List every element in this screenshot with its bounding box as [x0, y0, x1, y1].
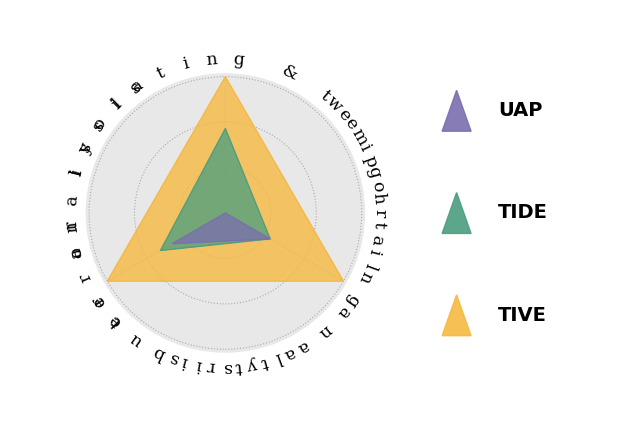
Text: l: l [109, 96, 125, 112]
Text: t: t [234, 358, 242, 375]
Text: r: r [207, 357, 216, 375]
Text: o: o [67, 245, 86, 259]
Text: r: r [76, 270, 95, 284]
Text: m: m [347, 125, 371, 148]
Text: e: e [106, 311, 125, 331]
Text: g: g [364, 164, 384, 180]
Text: r: r [371, 209, 388, 218]
Text: t: t [108, 314, 125, 330]
Text: r: r [63, 221, 81, 230]
Circle shape [86, 74, 364, 352]
Text: i: i [195, 356, 203, 374]
Text: n: n [63, 220, 81, 233]
Text: i: i [180, 353, 190, 371]
Text: s: s [89, 117, 108, 134]
Polygon shape [442, 193, 471, 233]
Text: o: o [90, 115, 110, 133]
Text: r: r [89, 292, 108, 308]
Text: g: g [232, 51, 245, 69]
Text: g: g [342, 291, 362, 309]
Text: n: n [205, 51, 218, 69]
Text: u: u [127, 329, 146, 349]
Text: y: y [247, 355, 259, 374]
Polygon shape [107, 77, 344, 281]
Text: e: e [341, 115, 361, 133]
Text: i: i [356, 141, 374, 153]
Text: TIDE: TIDE [498, 204, 548, 222]
Text: i: i [366, 247, 383, 256]
Text: a: a [367, 233, 386, 247]
Text: UAP: UAP [498, 101, 542, 120]
Text: s: s [128, 78, 145, 97]
Text: i: i [68, 167, 86, 177]
Text: w: w [322, 92, 345, 115]
Text: y: y [76, 141, 95, 156]
Polygon shape [172, 213, 270, 244]
Polygon shape [442, 295, 471, 336]
Text: l: l [361, 260, 379, 271]
Text: l: l [273, 348, 284, 366]
Text: p: p [361, 153, 380, 169]
Text: e: e [334, 105, 354, 124]
Text: n: n [356, 268, 376, 285]
Text: s: s [222, 359, 230, 376]
Text: t: t [370, 221, 387, 229]
Text: a: a [281, 343, 298, 363]
Text: l: l [68, 169, 85, 178]
Text: b: b [151, 343, 168, 363]
Text: a: a [67, 246, 86, 260]
Text: o: o [368, 180, 386, 193]
Text: s: s [167, 348, 181, 368]
Text: a: a [63, 194, 81, 206]
Text: a: a [294, 336, 312, 356]
Text: t: t [259, 353, 270, 371]
Text: h: h [370, 192, 387, 205]
Text: s: s [76, 140, 96, 155]
Text: i: i [108, 97, 124, 112]
Polygon shape [442, 90, 471, 131]
Text: t: t [154, 64, 167, 83]
Text: n: n [315, 321, 334, 341]
Text: TIVE: TIVE [498, 306, 546, 325]
Polygon shape [160, 129, 270, 250]
Text: e: e [90, 292, 109, 311]
Text: a: a [128, 77, 146, 97]
Text: t: t [317, 87, 333, 104]
Text: i: i [181, 55, 190, 73]
Text: &: & [280, 62, 300, 84]
Text: a: a [334, 302, 353, 321]
